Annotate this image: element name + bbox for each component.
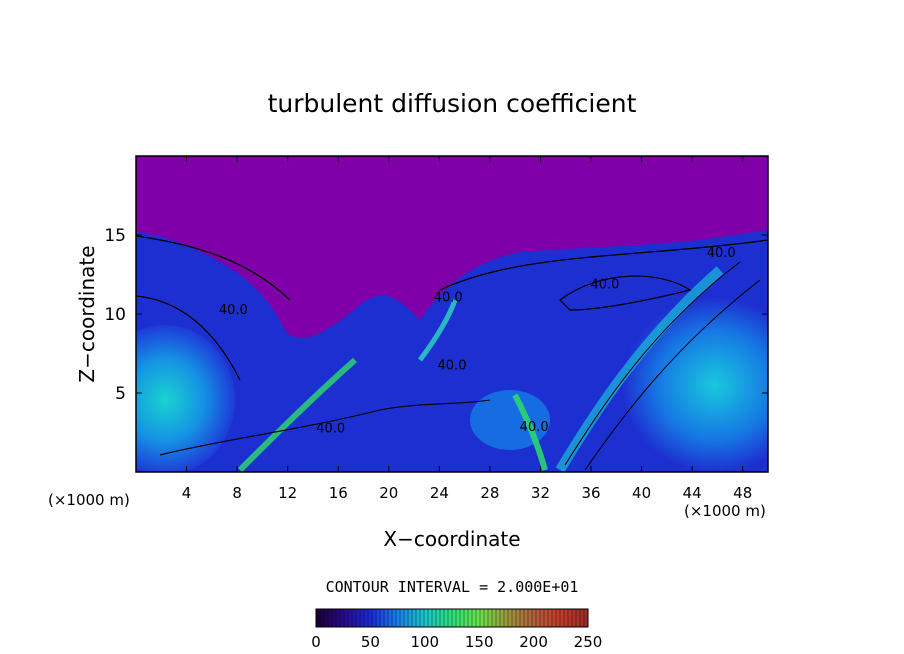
- plot-area: [136, 156, 768, 472]
- colorbar-tick-label: 100: [410, 633, 439, 651]
- contour-label: 40.0: [219, 303, 248, 318]
- x-axis-label: X−coordinate: [383, 527, 520, 551]
- contour-line-streak: [564, 261, 761, 471]
- field-green-band-2: [512, 393, 548, 471]
- x-tick-label: 44: [683, 484, 702, 502]
- x-tick-label: 4: [182, 484, 192, 502]
- contour-line-upper: [136, 235, 768, 301]
- y-axis-ticks: 5 10 15: [104, 226, 768, 404]
- field-blob-left: [136, 325, 235, 472]
- x-tick-label: 36: [581, 484, 600, 502]
- contour-label: 40.0: [434, 290, 463, 305]
- colorbar-tick-label: 150: [465, 633, 494, 651]
- x-tick-label: 16: [329, 484, 348, 502]
- x-tick-label: 24: [430, 484, 449, 502]
- x-tick-label: 48: [733, 484, 752, 502]
- field-lower-region: [136, 230, 768, 472]
- x-unit-left: (×1000 m): [48, 491, 130, 509]
- contour-label: 40.0: [590, 278, 619, 293]
- colorbar-tick-label: 250: [574, 633, 603, 651]
- field-blob-mid: [470, 390, 550, 450]
- contour-label: 40.0: [520, 420, 549, 435]
- field-green-band-1: [237, 357, 357, 472]
- colorbar-tick-label: 200: [519, 633, 548, 651]
- x-tick-label: 12: [278, 484, 297, 502]
- x-tick-label: 32: [531, 484, 550, 502]
- colorbar-tick-label: 50: [361, 633, 380, 651]
- y-tick-label: 15: [104, 226, 126, 246]
- contour-labels: 40.0 40.0 40.0 40.0 40.0 40.0 40.0: [219, 246, 736, 436]
- chart-title: turbulent diffusion coefficient: [268, 89, 637, 118]
- colorbar-tick-label: 0: [311, 633, 321, 651]
- x-tick-label: 28: [480, 484, 499, 502]
- x-tick-label: 8: [232, 484, 242, 502]
- contour-label: 40.0: [707, 246, 736, 261]
- field-streak: [555, 266, 724, 472]
- colorbar-ticks: 0 50 100 150 200 250: [311, 633, 602, 651]
- contour-label: 40.0: [438, 358, 467, 373]
- colorbar-stripes: [319, 609, 585, 627]
- x-tick-label: 20: [379, 484, 398, 502]
- field-green-band-3: [417, 299, 458, 362]
- y-tick-label: 5: [115, 384, 126, 404]
- x-axis-ticks: 4 8 12 16 20 24 28 32 36 40 44 48: [182, 156, 752, 502]
- contour-line-lower: [159, 399, 491, 456]
- contour-interval-text: CONTOUR INTERVAL = 2.000E+01: [326, 578, 579, 596]
- y-tick-label: 10: [104, 305, 126, 325]
- contour-label: 40.0: [316, 422, 345, 437]
- contour-line-inner: [136, 275, 692, 381]
- y-axis-label: Z−coordinate: [75, 245, 99, 382]
- field-blob-right: [620, 295, 768, 472]
- x-unit-right: (×1000 m): [684, 502, 766, 520]
- x-tick-label: 40: [632, 484, 651, 502]
